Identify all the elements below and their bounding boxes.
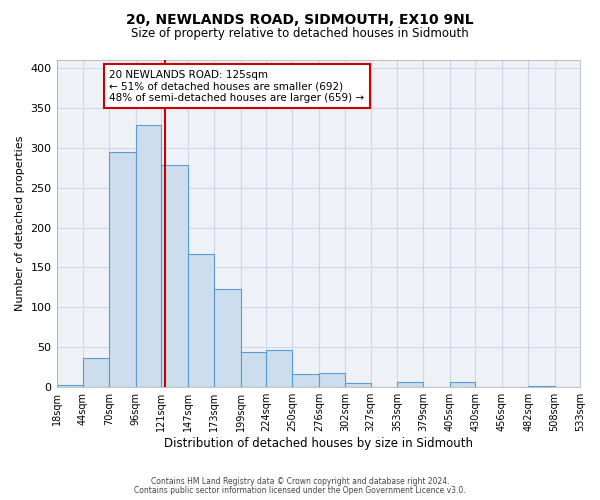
Bar xyxy=(397,382,424,387)
Text: Size of property relative to detached houses in Sidmouth: Size of property relative to detached ho… xyxy=(131,28,469,40)
Bar xyxy=(214,289,241,387)
Bar xyxy=(83,358,109,387)
Bar xyxy=(56,385,83,387)
Bar xyxy=(241,352,266,387)
X-axis label: Distribution of detached houses by size in Sidmouth: Distribution of detached houses by size … xyxy=(164,437,473,450)
Bar xyxy=(188,254,214,387)
Bar xyxy=(528,386,554,387)
Bar xyxy=(292,374,319,387)
Y-axis label: Number of detached properties: Number of detached properties xyxy=(15,136,25,312)
Text: Contains public sector information licensed under the Open Government Licence v3: Contains public sector information licen… xyxy=(134,486,466,495)
Bar xyxy=(161,164,188,387)
Bar xyxy=(136,124,161,387)
Text: 20, NEWLANDS ROAD, SIDMOUTH, EX10 9NL: 20, NEWLANDS ROAD, SIDMOUTH, EX10 9NL xyxy=(126,12,474,26)
Bar xyxy=(109,152,136,387)
Bar xyxy=(345,383,371,387)
Bar xyxy=(319,373,345,387)
Text: Contains HM Land Registry data © Crown copyright and database right 2024.: Contains HM Land Registry data © Crown c… xyxy=(151,477,449,486)
Bar xyxy=(450,382,475,387)
Bar xyxy=(266,350,292,387)
Text: 20 NEWLANDS ROAD: 125sqm
← 51% of detached houses are smaller (692)
48% of semi-: 20 NEWLANDS ROAD: 125sqm ← 51% of detach… xyxy=(109,70,365,103)
